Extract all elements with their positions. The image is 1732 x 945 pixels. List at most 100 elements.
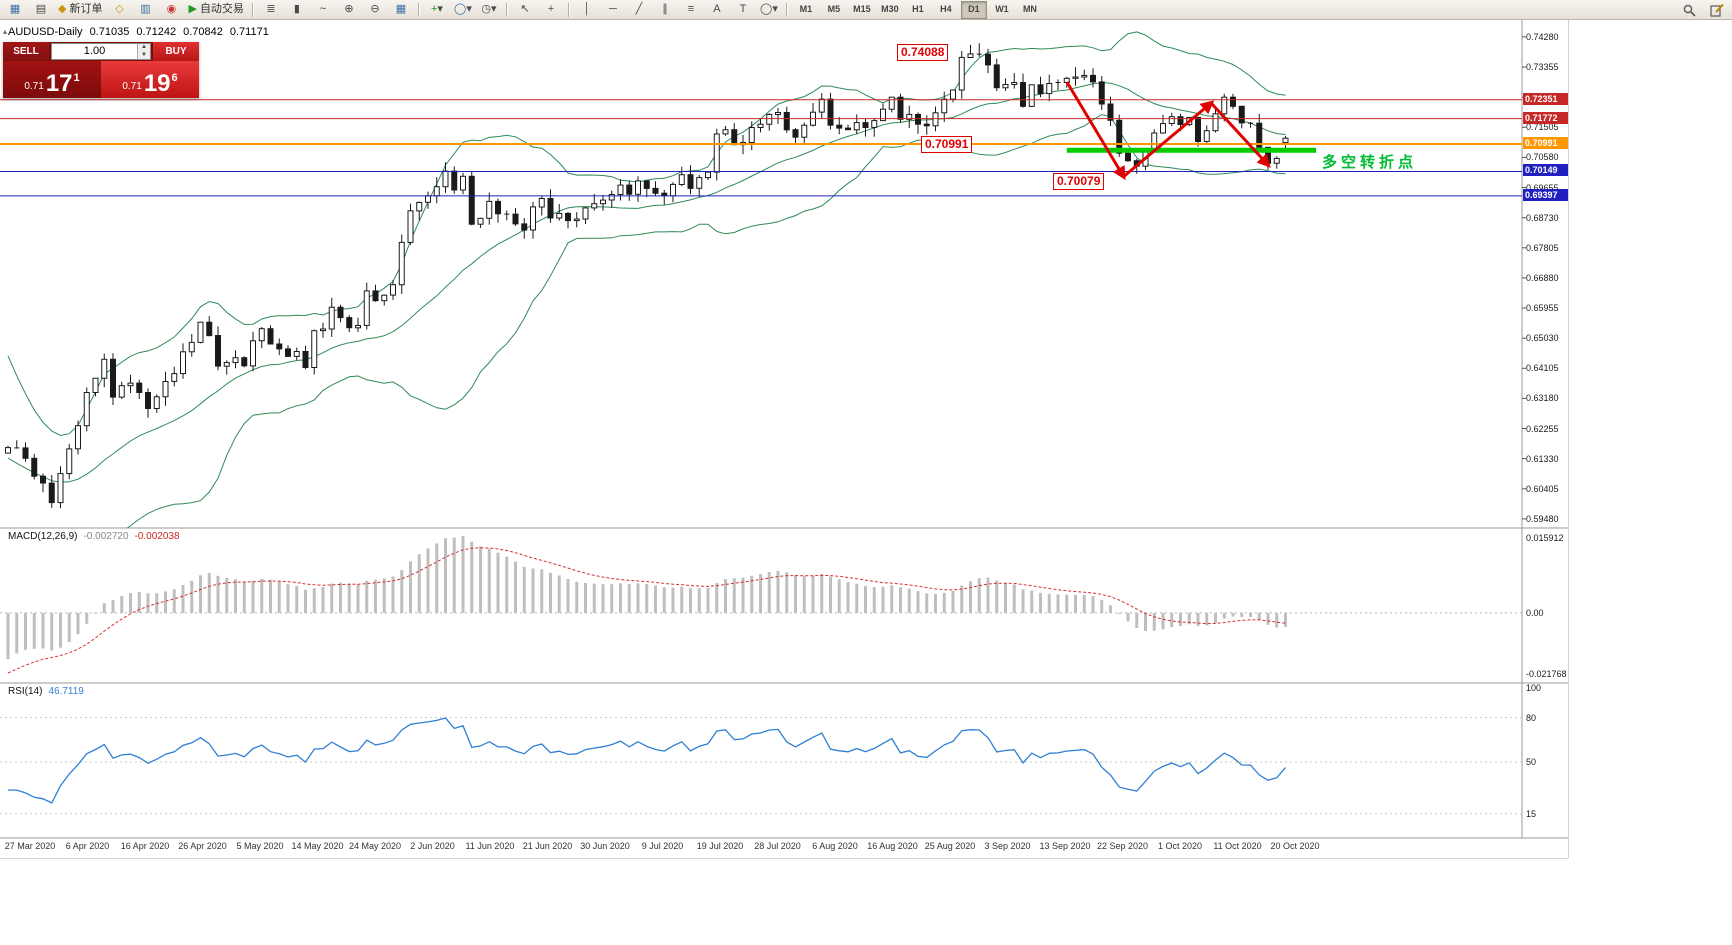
buy-button[interactable]: BUY [153, 42, 199, 61]
date-label: 5 May 2020 [236, 841, 284, 851]
timeframe-m5-button[interactable]: M5 [827, 3, 841, 14]
symbol-period-label: AUDUSD-Daily [8, 26, 83, 38]
open-value: 0.71035 [89, 26, 130, 38]
high-value: 0.71242 [136, 26, 177, 38]
date-label: 24 May 2020 [348, 841, 402, 851]
tile-windows-button[interactable]: ▦ [389, 1, 413, 19]
zoom-in-button[interactable]: ⊕ [337, 1, 361, 19]
indicators-button[interactable]: +▾ [425, 1, 449, 19]
date-label: 2 Jun 2020 [410, 841, 455, 851]
bar-chart-mode-button[interactable]: ≣ [259, 1, 283, 19]
line-chart-mode-button[interactable]: ~ [311, 1, 335, 19]
sell-button[interactable]: SELL [3, 42, 49, 61]
periods-button[interactable]: ◷▾ [477, 1, 501, 19]
dropdown-icon: ▾ [772, 2, 778, 15]
date-label: 13 Sep 2020 [1039, 841, 1091, 851]
channel-icon: ∥ [662, 2, 668, 15]
timeframe-h4-button[interactable]: H4 [940, 3, 952, 14]
rsi-value: 46.7119 [48, 686, 84, 697]
date-label: 11 Oct 2020 [1213, 841, 1262, 851]
timeframe-m30-button[interactable]: M30 [881, 3, 899, 14]
volume-input[interactable]: 1.00 ▲ ▼ [51, 43, 151, 60]
axis-label: 80 [1526, 712, 1537, 723]
axis-label: 0.74280 [1526, 31, 1559, 42]
date-label: 27 Mar 2020 [4, 841, 56, 851]
chart-window[interactable] [0, 20, 1568, 858]
toolbar-separator [567, 2, 570, 17]
date-label: 30 Jun 2020 [580, 841, 630, 851]
pivot-price-annotation[interactable]: 0.70991 [921, 136, 973, 153]
axis-label: 0.015912 [1526, 533, 1564, 543]
axis-label: 0.64105 [1526, 363, 1559, 374]
chart-canvas[interactable] [0, 20, 1568, 840]
deposit-button[interactable]: ◇ [107, 1, 131, 19]
spin-up-icon[interactable]: ▲ [141, 44, 147, 50]
axis-label: 0.60405 [1526, 483, 1559, 494]
channel-tool-button[interactable]: ∥ [653, 1, 677, 19]
timeframe-d1-button[interactable]: D1 [960, 0, 987, 19]
search-button[interactable] [1679, 2, 1699, 20]
axis-label: 50 [1526, 757, 1537, 767]
axis-label: 0.70580 [1526, 152, 1559, 163]
bid-pip-digit: 1 [73, 72, 80, 84]
trend-arrow[interactable] [1122, 100, 1215, 178]
trendline-icon: ╱ [635, 2, 643, 15]
compose-button[interactable] [1707, 2, 1727, 20]
history-center-button[interactable]: ▥ [133, 1, 157, 19]
label-tool-icon: T [739, 2, 747, 15]
timeframe-m1-button[interactable]: M1 [799, 3, 813, 14]
timeframe-m15-button[interactable]: M15 [853, 3, 871, 14]
crosshair-tool-button[interactable]: + [539, 1, 563, 19]
horizontal-line-tool-button[interactable]: ─ [601, 1, 625, 19]
trend-arrow[interactable] [1065, 81, 1126, 181]
play-icon: ▶ [188, 3, 197, 15]
low-price-annotation[interactable]: 0.70079 [1053, 173, 1105, 190]
sell-price-area[interactable]: 0.71 17 1 [3, 61, 101, 98]
toolbar-right-group [1678, 2, 1728, 20]
new-order-button[interactable]: ◆ 新订单 [55, 1, 105, 19]
axis-label: 100 [1526, 683, 1542, 693]
deposit-icon: ◇ [115, 2, 124, 15]
trend-arrow[interactable] [1209, 101, 1271, 168]
toolbar-separator [785, 2, 788, 17]
spin-down-icon[interactable]: ▼ [141, 51, 147, 58]
date-label: 14 May 2020 [291, 841, 344, 851]
objects-button[interactable]: ◯▾ [451, 1, 475, 19]
zoom-in-icon: ⊕ [344, 2, 354, 15]
shapes-tool-button[interactable]: ◯▾ [757, 1, 781, 19]
volume-stepper[interactable]: ▲ ▼ [137, 44, 150, 59]
chart-profiles-button[interactable]: ▤ [29, 1, 53, 19]
vertical-line-tool-button[interactable]: │ [575, 1, 599, 19]
text-tool-button[interactable]: A [705, 1, 729, 19]
zoom-out-button[interactable]: ⊖ [363, 1, 387, 19]
toolbar-separator [417, 2, 420, 17]
price-axis-level-box: 0.70991 [1523, 137, 1568, 150]
date-label: 6 Aug 2020 [812, 841, 858, 851]
tile-windows-icon: ▦ [395, 2, 407, 15]
vertical-line-icon: │ [583, 2, 591, 15]
fibonacci-tool-button[interactable]: ≡ [679, 1, 703, 19]
timeframe-mn-button[interactable]: MN [1022, 3, 1037, 14]
new-chart-button[interactable]: ▦ [3, 1, 27, 19]
label-tool-button[interactable]: T [731, 1, 755, 19]
order-icon: ◆ [58, 3, 67, 15]
date-label: 19 Jul 2020 [696, 841, 744, 851]
bars-mode-icon: ≣ [266, 2, 276, 15]
web-terminal-button[interactable]: ◉ [159, 1, 183, 19]
clock-icon: ◷ [481, 2, 491, 15]
pivot-note-annotation[interactable]: 多空转折点 [1322, 154, 1418, 171]
peak-price-annotation[interactable]: 0.74088 [897, 44, 949, 61]
cursor-tool-button[interactable]: ↖ [513, 1, 537, 19]
one-click-panel-toggle-icon[interactable]: ▴ [3, 27, 8, 36]
date-label: 1 Oct 2020 [1157, 841, 1203, 851]
macd-name: MACD(12,26,9) [8, 531, 78, 542]
time-axis[interactable]: 27 Mar 2020 6 Apr 2020 16 Apr 2020 26 Apr 2… [0, 841, 1568, 857]
trendline-tool-button[interactable]: ╱ [627, 1, 651, 19]
candlestick-mode-button[interactable]: ▮ [285, 1, 309, 19]
buy-price-area[interactable]: 0.71 19 6 [101, 61, 199, 98]
timeframe-h1-button[interactable]: H1 [912, 3, 924, 14]
price-axis[interactable]: 0.742800.733550.724300.715050.705800.696… [1522, 20, 1568, 838]
timeframe-w1-button[interactable]: W1 [995, 3, 1009, 14]
autotrading-button[interactable]: ▶ 自动交易 [185, 1, 246, 19]
bid-big-digits: 17 [45, 70, 73, 97]
